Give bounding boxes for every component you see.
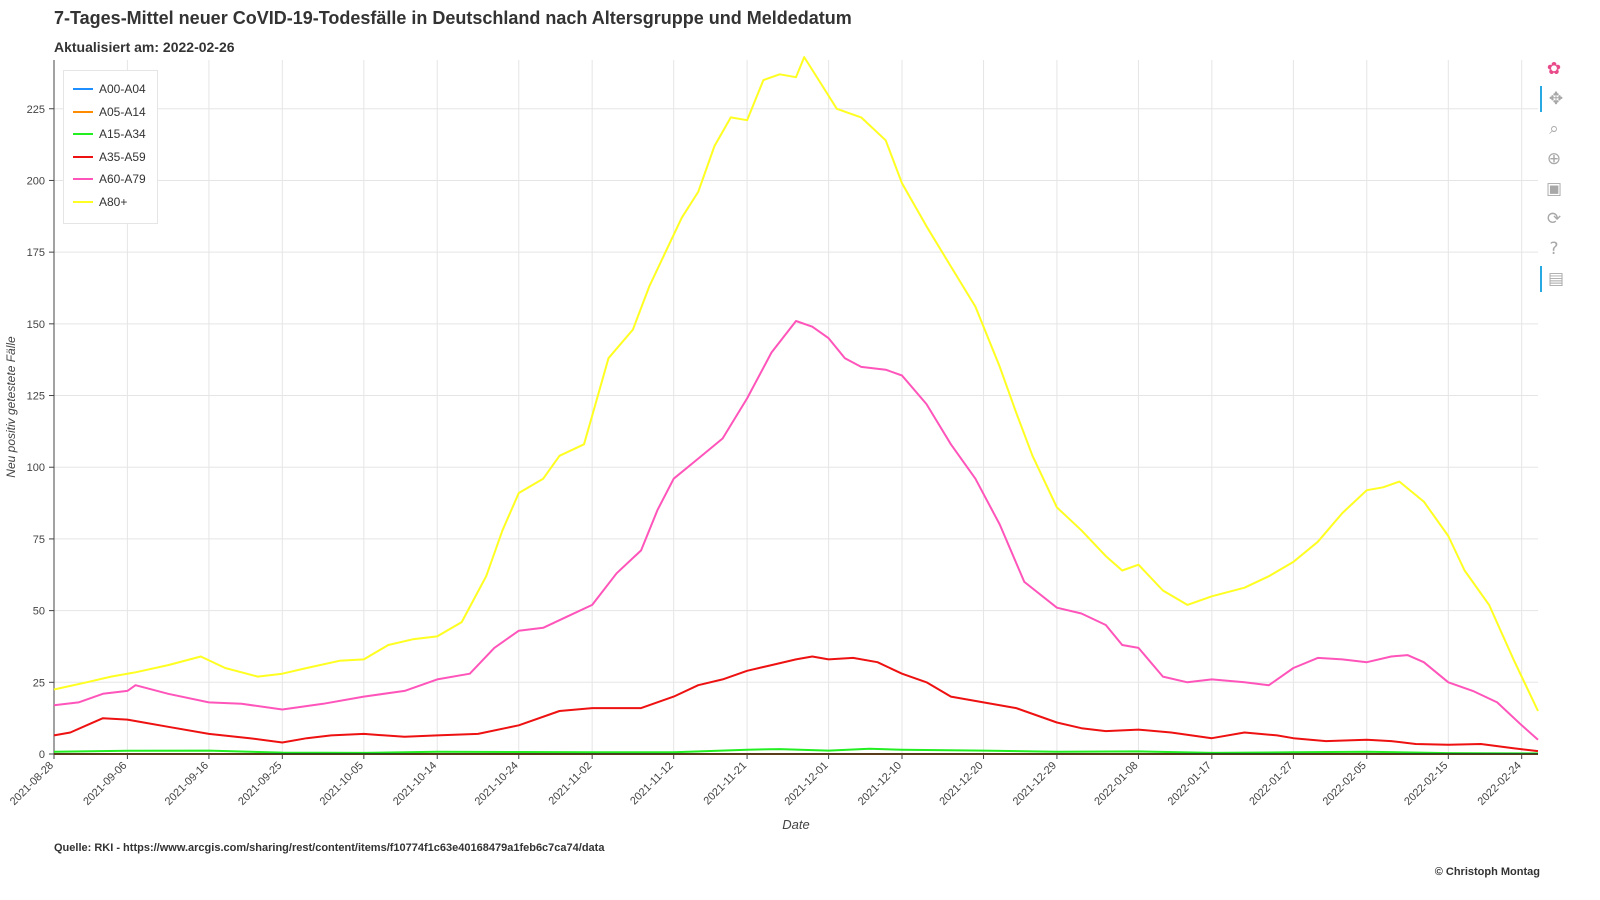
- y-tick-label: 25: [33, 677, 45, 689]
- copyright: © Christoph Montag: [1434, 866, 1540, 878]
- x-tick-label: 2021-10-14: [391, 760, 439, 808]
- x-tick-label: 2021-11-02: [547, 760, 595, 808]
- x-tick-label: 2021-12-10: [856, 760, 904, 808]
- x-tick-label: 2022-02-24: [1476, 760, 1524, 808]
- x-tick-label: 2021-09-06: [81, 760, 129, 808]
- x-tick-label: 2021-09-16: [163, 760, 211, 808]
- plot-area: [54, 60, 1538, 754]
- series-line-a80+: [53, 56, 1539, 712]
- series-line-a35-a59: [53, 655, 1539, 753]
- help-tool-icon[interactable]: ?: [1549, 239, 1559, 259]
- y-tick-label: 225: [27, 104, 45, 116]
- y-axis-label: Neu positiv getestete Fälle: [4, 336, 18, 478]
- legend-label: A00-A04: [99, 82, 146, 96]
- y-tick-label: 200: [27, 175, 45, 187]
- box-zoom-tool-icon[interactable]: ⌕: [1549, 119, 1559, 139]
- legend-item[interactable]: A35-A59: [73, 148, 146, 166]
- x-tick-label: 2022-01-17: [1166, 760, 1214, 808]
- y-tick-label: 100: [27, 462, 45, 474]
- x-tick-label: 2021-12-29: [1011, 760, 1059, 808]
- chart-title: 7-Tages-Mittel neuer CoVID-19-Todesfälle…: [54, 8, 852, 28]
- y-tick-label: 125: [27, 391, 45, 403]
- series-line-a60-a79: [53, 320, 1539, 741]
- data-source: Quelle: RKI - https://www.arcgis.com/sha…: [54, 842, 605, 854]
- x-tick-label: 2021-09-25: [236, 760, 284, 808]
- legend-item[interactable]: A00-A04: [73, 80, 146, 98]
- series-line-a15-a34: [53, 747, 1539, 755]
- hover-tool-icon[interactable]: ▤: [1540, 266, 1570, 292]
- legend-swatch: [73, 110, 93, 113]
- legend-label: A35-A59: [99, 149, 146, 164]
- legend-swatch: [73, 88, 93, 90]
- legend-item[interactable]: A15-A34: [73, 125, 146, 143]
- x-tick-label: 2021-10-05: [318, 760, 366, 808]
- y-tick-label: 175: [27, 247, 45, 259]
- x-tick-label: 2022-01-08: [1092, 760, 1140, 808]
- legend-label: A80+: [99, 195, 128, 209]
- legend-swatch: [73, 133, 93, 136]
- chart-subtitle: Aktualisiert am: 2022-02-26: [54, 39, 235, 55]
- legend-swatch: [73, 155, 93, 158]
- x-tick-label: 2022-01-27: [1247, 760, 1295, 808]
- legend-swatch: [73, 178, 93, 181]
- legend-item[interactable]: A80+: [73, 193, 127, 211]
- legend-item[interactable]: A60-A79: [73, 170, 146, 188]
- x-tick-label: 2022-02-05: [1321, 760, 1369, 808]
- wheel-zoom-tool-icon[interactable]: ⊕: [1546, 149, 1562, 169]
- reset-tool-icon[interactable]: ⟳: [1546, 209, 1562, 229]
- x-tick-label: 2021-12-01: [782, 760, 830, 808]
- y-tick-label: 0: [39, 749, 45, 761]
- bokeh-logo-icon: ✿: [1546, 59, 1562, 79]
- x-axis-label: Date: [782, 817, 809, 832]
- x-tick-label: 2022-02-15: [1402, 760, 1450, 808]
- x-tick-label: 2021-11-21: [702, 760, 750, 808]
- save-tool-icon[interactable]: ▣: [1545, 179, 1563, 199]
- legend-item[interactable]: A05-A14: [73, 103, 146, 121]
- legend-label: A05-A14: [99, 104, 146, 119]
- legend-label: A60-A79: [99, 172, 146, 187]
- chart-legend[interactable]: A00-A04 A05-A14 A15-A34 A35-A59 A60-A79 A80+: [63, 70, 158, 224]
- x-tick-label: 2021-12-20: [937, 760, 985, 808]
- pan-tool-icon[interactable]: ✥: [1540, 86, 1570, 112]
- y-tick-label: 150: [27, 319, 45, 331]
- x-tick-label: 2021-08-28: [8, 760, 56, 808]
- legend-label: A15-A34: [99, 127, 146, 142]
- y-tick-label: 50: [33, 606, 45, 618]
- chart-toolbar: ✿ ✥ ⌕ ⊕ ▣ ⟳? ▤: [1540, 56, 1570, 306]
- x-tick-label: 2021-11-12: [628, 760, 676, 808]
- y-tick-label: 75: [33, 534, 45, 546]
- x-tick-label: 2021-10-24: [473, 760, 521, 808]
- legend-swatch: [73, 201, 93, 203]
